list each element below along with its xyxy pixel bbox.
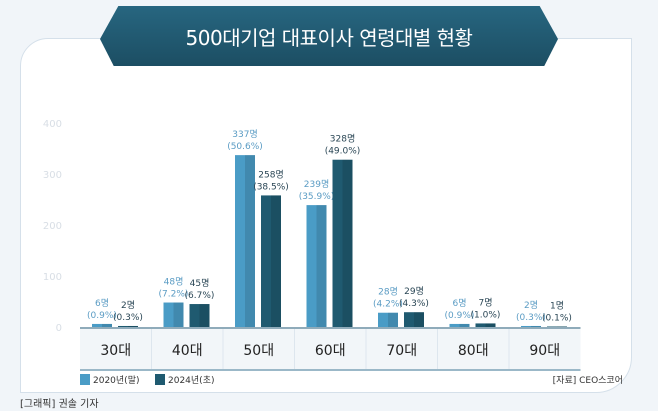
data-label: 258명	[258, 169, 283, 180]
x-tick-label: 50대	[243, 343, 274, 359]
bar-shade	[388, 312, 398, 327]
category-band	[80, 329, 581, 369]
legend-label: 2024년(초)	[168, 375, 215, 386]
y-tick-label: 300	[43, 170, 62, 181]
bar-shade	[102, 323, 112, 327]
bar-shade	[245, 155, 255, 327]
data-label-percent: (1.0%)	[471, 310, 501, 320]
bar-shade	[459, 323, 470, 327]
data-label-percent: (0.3%)	[113, 313, 143, 323]
data-label: 6명	[452, 298, 466, 309]
x-tick-label: 30대	[100, 343, 131, 359]
legend-swatch	[155, 374, 165, 385]
data-label-percent: (50.6%)	[227, 142, 263, 152]
bar	[189, 304, 210, 327]
data-label-percent: (4.2%)	[373, 300, 403, 310]
data-label: 1명	[550, 300, 564, 311]
data-label: 328명	[330, 134, 355, 145]
data-label-percent: (0.9%)	[445, 311, 475, 321]
data-label: 2명	[121, 300, 135, 311]
bar	[475, 323, 496, 327]
data-label-percent: (38.5%)	[253, 182, 289, 192]
legend-label: 2020년(말)	[93, 374, 140, 386]
bar	[306, 205, 327, 327]
bar	[235, 155, 255, 327]
data-label-percent: (6.7%)	[185, 291, 215, 301]
data-label-percent: (7.2%)	[159, 290, 189, 300]
x-tick-label: 70대	[386, 343, 417, 359]
bar-shade	[128, 325, 138, 327]
bar-shade	[199, 304, 210, 327]
bar	[118, 325, 138, 327]
bar	[449, 323, 470, 327]
data-label: 6명	[95, 298, 109, 309]
bar-shade	[173, 302, 184, 327]
data-label-percent: (35.9%)	[299, 192, 335, 202]
bar	[404, 312, 424, 327]
data-label: 337명	[232, 129, 257, 140]
y-tick-label: 0	[56, 323, 62, 334]
bar	[92, 323, 112, 327]
bar	[163, 302, 184, 327]
chart-title: 500대기업 대표이사 연령대별 현황	[100, 6, 558, 66]
bar-shade	[271, 195, 281, 327]
data-label: 45명	[190, 278, 210, 289]
data-label: 2명	[524, 300, 538, 311]
data-label: 29명	[404, 286, 424, 297]
x-tick-label: 60대	[315, 343, 346, 359]
data-label-percent: (0.3%)	[516, 313, 546, 323]
data-label-percent: (0.1%)	[542, 313, 572, 323]
x-tick-label: 80대	[458, 343, 489, 359]
source-note: [자료] CEO스코어	[553, 375, 623, 386]
data-label: 239명	[304, 179, 329, 190]
bar	[332, 159, 353, 327]
legend-swatch	[80, 374, 90, 385]
bar-shade	[414, 312, 424, 327]
y-tick-label: 100	[43, 272, 62, 283]
graphic-credit: [그래픽] 권솔 기자	[20, 399, 99, 410]
x-tick-label: 90대	[529, 343, 560, 359]
x-tick-label: 40대	[172, 343, 203, 359]
bar	[378, 312, 398, 327]
bar-shade	[316, 205, 327, 327]
data-label: 48명	[164, 277, 184, 288]
data-label: 28명	[378, 287, 398, 298]
bar	[547, 326, 567, 327]
y-tick-label: 200	[43, 221, 62, 232]
bar-shade	[485, 323, 496, 327]
y-tick-label: 400	[43, 119, 62, 130]
bar-shade	[531, 325, 541, 327]
bar	[261, 195, 281, 327]
data-label-percent: (49.0%)	[325, 147, 361, 157]
bar-shade	[342, 159, 353, 327]
data-label-percent: (0.9%)	[87, 311, 117, 321]
bar-shade	[557, 326, 567, 327]
data-label: 7명	[478, 297, 492, 308]
bar	[521, 325, 541, 327]
data-label-percent: (4.3%)	[399, 299, 429, 309]
